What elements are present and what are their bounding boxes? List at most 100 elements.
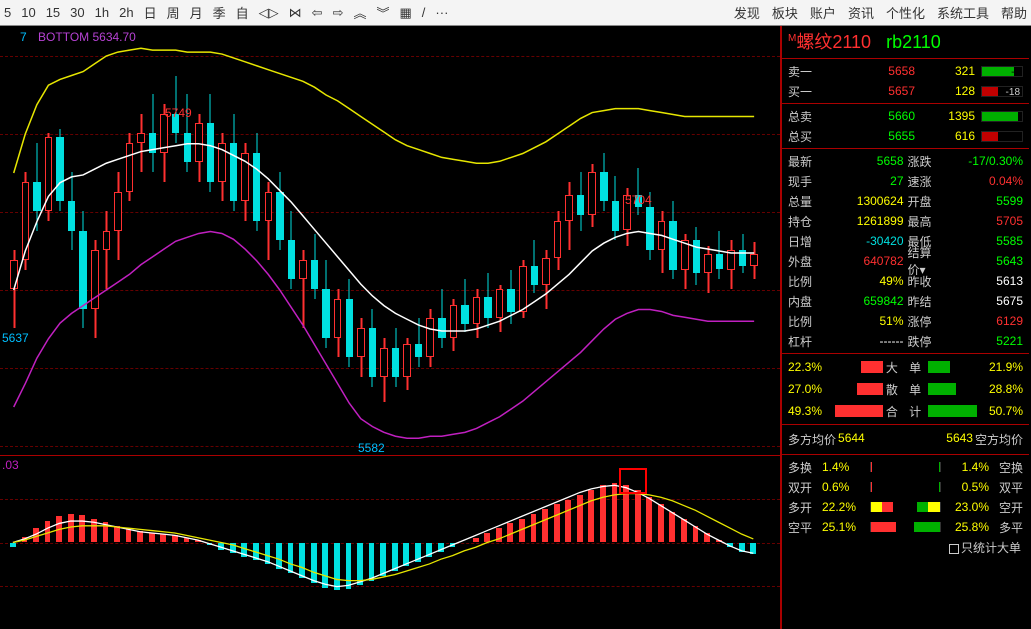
flow-row: 22.3% 大 单 21.9% bbox=[782, 356, 1029, 378]
candle bbox=[496, 26, 504, 455]
candle bbox=[160, 26, 168, 455]
timeframe-自[interactable]: 自 bbox=[236, 3, 249, 22]
candle bbox=[693, 26, 701, 455]
candle bbox=[207, 26, 215, 455]
flow-row: 49.3% 合 计 50.7% bbox=[782, 400, 1029, 422]
candle bbox=[612, 26, 620, 455]
timeframe-30[interactable]: 30 bbox=[70, 5, 84, 20]
timeframe-周[interactable]: 周 bbox=[167, 3, 180, 22]
menu-板块[interactable]: 板块 bbox=[772, 3, 798, 22]
candle bbox=[56, 26, 64, 455]
price-annotation: 5704 bbox=[625, 193, 652, 207]
candle bbox=[137, 26, 145, 455]
candle bbox=[531, 26, 539, 455]
totbuy-row: 总买 5655 616 bbox=[782, 126, 1029, 146]
timeframe-15[interactable]: 15 bbox=[46, 5, 60, 20]
candle bbox=[10, 26, 18, 455]
candle bbox=[635, 26, 643, 455]
panel-footer[interactable]: 只统计大单 bbox=[782, 537, 1029, 558]
stat-内盘: 内盘659842 bbox=[786, 291, 906, 311]
trade-row-空平: 空平25.1% 25.8%多平 bbox=[782, 517, 1029, 537]
timeframe-月[interactable]: 月 bbox=[190, 3, 203, 22]
timeframe-10[interactable]: 10 bbox=[21, 5, 35, 20]
candle bbox=[473, 26, 481, 455]
candle bbox=[658, 26, 666, 455]
nav-icon-6[interactable]: ▦ bbox=[400, 5, 412, 21]
menu-个性化[interactable]: 个性化 bbox=[886, 3, 925, 22]
menu-系统工具[interactable]: 系统工具 bbox=[937, 3, 989, 22]
instrument-title: M螺纹2110 rb2110 bbox=[782, 26, 1029, 56]
nav-icon-4[interactable]: ︽ bbox=[353, 3, 366, 22]
candle bbox=[346, 26, 354, 455]
timeframe-5[interactable]: 5 bbox=[4, 5, 11, 20]
menu-资讯[interactable]: 资讯 bbox=[848, 3, 874, 22]
nav-icon-1[interactable]: ⋈ bbox=[289, 5, 302, 21]
candle bbox=[392, 26, 400, 455]
nav-icon-8[interactable]: ··· bbox=[435, 5, 448, 20]
candle bbox=[288, 26, 296, 455]
candle bbox=[172, 26, 180, 455]
candle bbox=[542, 26, 550, 455]
nav-icon-7[interactable]: / bbox=[422, 5, 426, 20]
timeframe-2h[interactable]: 2h bbox=[119, 5, 133, 20]
candle bbox=[704, 26, 712, 455]
menu-发现[interactable]: 发现 bbox=[734, 3, 760, 22]
stat-日增: 日增-30420 bbox=[786, 231, 906, 251]
buy1-row: 买一 5657 128 -18 bbox=[782, 81, 1029, 101]
nav-icon-0[interactable]: ◁▷ bbox=[259, 5, 279, 21]
stat-涨停: 涨停6129 bbox=[906, 311, 1026, 331]
flow-row: 27.0% 散 单 28.8% bbox=[782, 378, 1029, 400]
candle bbox=[403, 26, 411, 455]
nav-icon-5[interactable]: ︾ bbox=[376, 3, 389, 22]
candle bbox=[334, 26, 342, 455]
stat-开盘: 开盘5599 bbox=[906, 191, 1026, 211]
stat-比例: 比例51% bbox=[786, 311, 906, 331]
totsell-row: 总卖 5660 1395 bbox=[782, 106, 1029, 126]
candle bbox=[184, 26, 192, 455]
candle bbox=[22, 26, 30, 455]
candle bbox=[623, 26, 631, 455]
stat-外盘: 外盘640782 bbox=[786, 251, 906, 271]
candle bbox=[369, 26, 377, 455]
candle bbox=[68, 26, 76, 455]
price-annotation: 5749 bbox=[165, 106, 192, 120]
candle bbox=[577, 26, 585, 455]
timeframe-1h[interactable]: 1h bbox=[95, 5, 109, 20]
candle bbox=[241, 26, 249, 455]
candle bbox=[415, 26, 423, 455]
stat-比例: 比例49% bbox=[786, 271, 906, 291]
candle bbox=[588, 26, 596, 455]
macd-highlight-box bbox=[619, 468, 647, 494]
quote-panel: M螺纹2110 rb2110 卖一 5658 321 -8 买一 5657 12… bbox=[782, 26, 1029, 629]
candle bbox=[91, 26, 99, 455]
stat-持仓: 持仓1261899 bbox=[786, 211, 906, 231]
nav-icon-2[interactable]: ⇦ bbox=[312, 5, 323, 21]
candle bbox=[716, 26, 724, 455]
menu-帮助[interactable]: 帮助 bbox=[1001, 3, 1027, 22]
stat-昨结: 昨结5675 bbox=[906, 291, 1026, 311]
timeframe-日[interactable]: 日 bbox=[144, 3, 157, 22]
candle bbox=[218, 26, 226, 455]
candle bbox=[565, 26, 573, 455]
menu-账户[interactable]: 账户 bbox=[810, 3, 836, 22]
stat-最高: 最高5705 bbox=[906, 211, 1026, 231]
macd-chart[interactable]: .03 bbox=[0, 456, 780, 629]
candle bbox=[79, 26, 87, 455]
candle bbox=[265, 26, 273, 455]
price-annotation: 5582 bbox=[358, 441, 385, 455]
candle bbox=[646, 26, 654, 455]
candle bbox=[484, 26, 492, 455]
stat-结算价▾: 结算价▾5643 bbox=[906, 251, 1026, 271]
kline-chart[interactable]: 7 BOTTOM 5634.70 5749558256375704 bbox=[0, 26, 780, 456]
trade-row-双开: 双开0.6% 0.5%双平 bbox=[782, 477, 1029, 497]
top-toolbar: 5 10 15 30 1h 2h 日周月季自 ◁▷ ⋈ ⇦ ⇨ ︽ ︾ ▦ / ··· 发现板块账户资讯个性化… bbox=[0, 0, 1031, 26]
stat-速涨: 速涨0.04% bbox=[906, 171, 1026, 191]
candle bbox=[45, 26, 53, 455]
candle bbox=[114, 26, 122, 455]
candle bbox=[103, 26, 111, 455]
timeframe-季[interactable]: 季 bbox=[213, 3, 226, 22]
nav-icon-3[interactable]: ⇨ bbox=[333, 5, 344, 21]
price-annotation: 5637 bbox=[2, 331, 29, 345]
candle bbox=[739, 26, 747, 455]
stat-最新: 最新5658 bbox=[786, 151, 906, 171]
